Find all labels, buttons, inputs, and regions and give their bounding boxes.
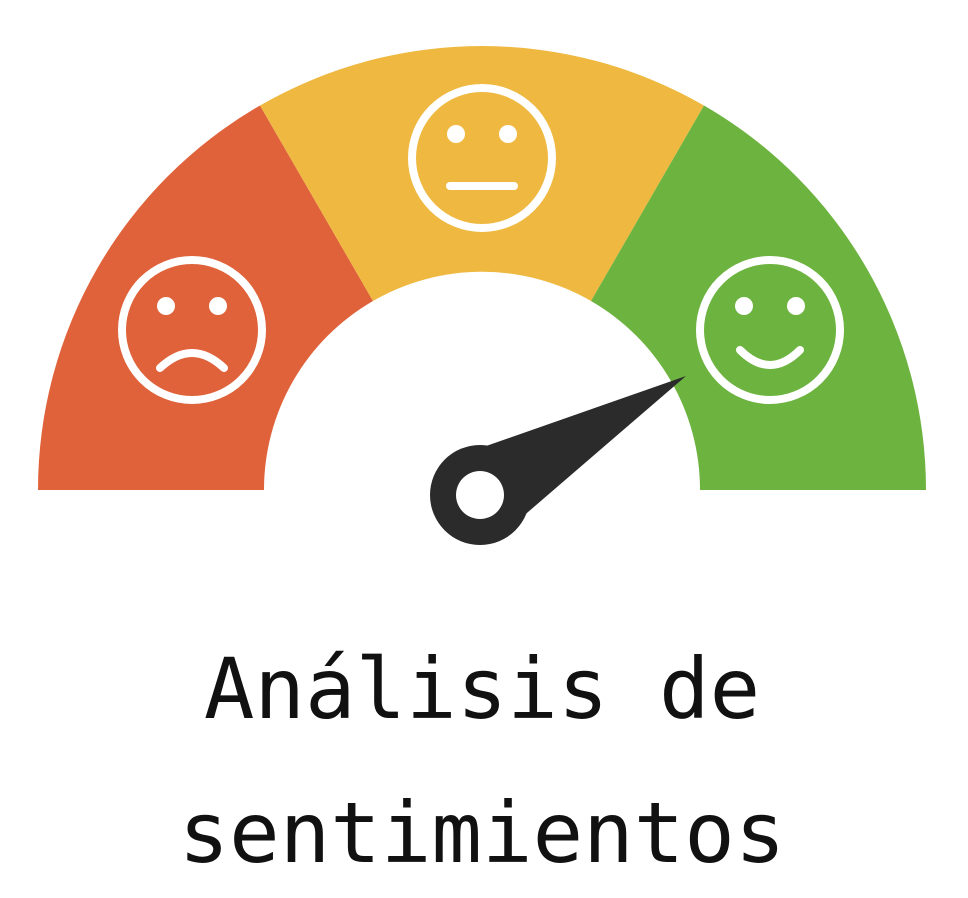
happy-face <box>696 256 844 404</box>
positive-segment <box>591 105 926 490</box>
neutral-segment <box>260 46 704 302</box>
title-line: Análisis de <box>204 640 760 738</box>
negative-segment <box>38 105 373 490</box>
title-line: sentimientos <box>179 784 786 882</box>
sad-face <box>118 256 266 404</box>
neutral-face <box>408 84 556 232</box>
gauge <box>38 46 926 490</box>
needle <box>430 376 686 545</box>
